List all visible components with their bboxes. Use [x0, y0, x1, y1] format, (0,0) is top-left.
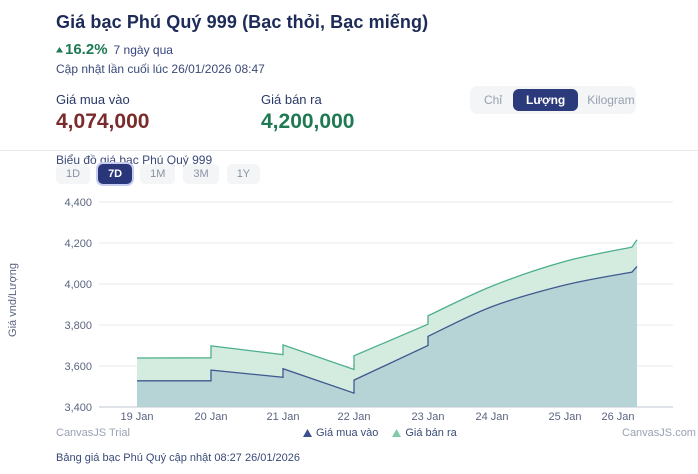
- svg-text:4,000: 4,000: [64, 279, 92, 291]
- svg-text:24 Jan: 24 Jan: [475, 411, 508, 423]
- svg-text:3,800: 3,800: [64, 320, 92, 332]
- svg-text:3,400: 3,400: [64, 402, 92, 414]
- svg-text:20 Jan: 20 Jan: [194, 411, 227, 423]
- svg-text:4,200: 4,200: [64, 238, 92, 250]
- svg-text:21 Jan: 21 Jan: [266, 411, 299, 423]
- svg-text:23 Jan: 23 Jan: [411, 411, 444, 423]
- svg-text:Giá vnd/Lượng: Giá vnd/Lượng: [7, 263, 19, 337]
- svg-text:4,400: 4,400: [64, 197, 92, 209]
- svg-text:19 Jan: 19 Jan: [120, 411, 153, 423]
- svg-text:22 Jan: 22 Jan: [337, 411, 370, 423]
- svg-text:3,600: 3,600: [64, 361, 92, 373]
- svg-text:25 Jan: 25 Jan: [548, 411, 581, 423]
- svg-text:26 Jan: 26 Jan: [601, 411, 634, 423]
